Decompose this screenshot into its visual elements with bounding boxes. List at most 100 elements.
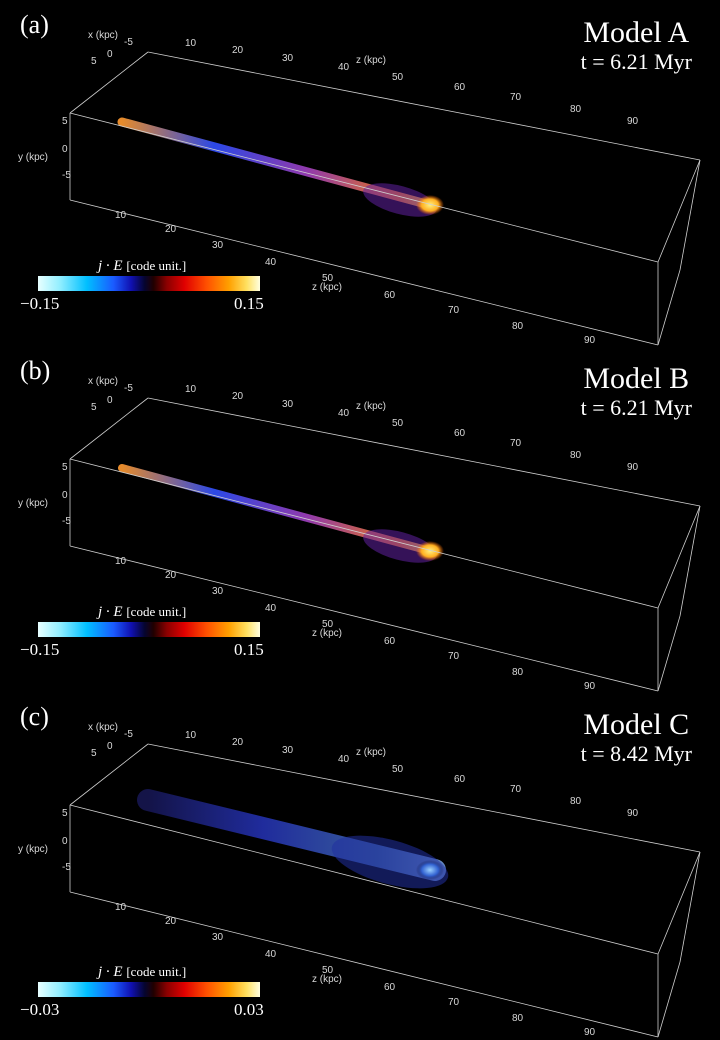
box-edge <box>147 51 701 161</box>
z-tick-label-top: 30 <box>282 399 294 410</box>
x-tick-label: 5 <box>91 56 97 67</box>
z-tick-label-top: 50 <box>392 418 404 429</box>
z-axis-label-top: z (kpc) <box>356 55 386 66</box>
x-tick-label: 0 <box>107 49 113 60</box>
box-edge <box>147 743 701 853</box>
z-tick-label-top: 40 <box>338 408 350 419</box>
z-tick-label-bottom: 80 <box>512 1013 524 1024</box>
box-edge <box>69 804 659 955</box>
z-axis-label-top: z (kpc) <box>356 747 386 758</box>
z-tick-label-top: 80 <box>570 104 582 115</box>
model-time: t = 6.21 Myr <box>580 395 692 420</box>
colorbar-min-label: −0.03 <box>20 1000 60 1019</box>
colorbar-gradient <box>38 276 260 291</box>
colorbar-title: j · E [code unit.] <box>98 964 288 981</box>
z-tick-label-top: 70 <box>510 784 522 795</box>
z-tick-label-top: 30 <box>282 745 294 756</box>
z-axis-label-bottom: z (kpc) <box>312 628 342 639</box>
y-tick-label: 0 <box>62 144 68 155</box>
box-edge <box>69 397 149 460</box>
z-tick-label-bottom: 40 <box>265 603 277 614</box>
box-edge <box>69 458 659 609</box>
z-tick-label-bottom: 60 <box>384 290 396 301</box>
box-edge <box>657 269 681 346</box>
colorbar-quantity: j · E <box>98 604 123 620</box>
y-tick-label: -5 <box>62 516 71 527</box>
colorbar-gradient <box>38 622 260 637</box>
z-tick-label-bottom: 80 <box>512 667 524 678</box>
z-axis-label-bottom: z (kpc) <box>312 282 342 293</box>
box-edge <box>679 505 701 617</box>
z-tick-label-top: 20 <box>232 391 244 402</box>
z-tick-label-bottom: 10 <box>115 210 127 221</box>
box-edge <box>69 545 659 692</box>
z-tick-label-top: 70 <box>510 92 522 103</box>
box-edge <box>69 743 149 806</box>
colorbar-max-label: 0.03 <box>234 1000 264 1019</box>
z-axis-label-bottom: z (kpc) <box>312 974 342 985</box>
panel-label: (a) <box>20 10 49 39</box>
model-name: Model B <box>583 362 690 395</box>
x-axis-label: x (kpc) <box>88 722 118 733</box>
z-tick-label-top: 80 <box>570 450 582 461</box>
simulation-box: x (kpc)50-5y (kpc)50-5z (kpc)10203040506… <box>18 722 701 1038</box>
colorbar-title: j · E [code unit.] <box>98 258 288 275</box>
z-tick-label-top: 10 <box>185 38 197 49</box>
colorbar-max-label: 0.15 <box>234 294 264 313</box>
colorbar-max-label: 0.15 <box>234 640 264 659</box>
x-tick-label: 5 <box>91 402 97 413</box>
jet-head <box>416 195 444 215</box>
z-tick-label-bottom: 50 <box>322 965 334 976</box>
y-tick-label: 5 <box>62 808 68 819</box>
z-tick-label-bottom: 50 <box>322 619 334 630</box>
colorbar-quantity: j · E <box>98 258 123 274</box>
jet-head <box>416 541 444 561</box>
x-tick-label: -5 <box>124 37 133 48</box>
box-edge <box>69 51 149 114</box>
y-tick-label: 0 <box>62 836 68 847</box>
z-tick-label-top: 60 <box>454 82 466 93</box>
z-tick-label-bottom: 60 <box>384 982 396 993</box>
z-tick-label-bottom: 20 <box>165 224 177 235</box>
box-edge <box>69 112 659 263</box>
z-tick-label-top: 80 <box>570 796 582 807</box>
y-tick-label: 5 <box>62 462 68 473</box>
x-tick-label: -5 <box>124 383 133 394</box>
box-edge <box>679 851 701 963</box>
jet-head <box>416 860 444 880</box>
z-tick-label-top: 30 <box>282 53 294 64</box>
box-edge <box>657 159 701 263</box>
colorbar-title: j · E [code unit.] <box>98 604 288 621</box>
z-tick-label-bottom: 70 <box>448 305 460 316</box>
z-tick-label-top: 50 <box>392 72 404 83</box>
z-tick-label-bottom: 10 <box>115 902 127 913</box>
z-tick-label-bottom: 90 <box>584 1027 596 1038</box>
box-edge <box>657 505 701 609</box>
z-tick-label-bottom: 40 <box>265 949 277 960</box>
box-edge <box>69 891 659 1038</box>
panel-label: (c) <box>20 702 49 731</box>
x-tick-label: 0 <box>107 741 113 752</box>
colorbar-unit: [code unit.] <box>126 604 187 619</box>
z-tick-label-bottom: 30 <box>212 932 224 943</box>
simulation-box: x (kpc)50-5y (kpc)50-5z (kpc)10203040506… <box>18 376 701 692</box>
z-tick-label-top: 10 <box>185 730 197 741</box>
x-tick-label: 5 <box>91 748 97 759</box>
colorbar-min-label: −0.15 <box>20 640 60 659</box>
z-tick-label-top: 40 <box>338 754 350 765</box>
y-axis-label: y (kpc) <box>18 498 48 509</box>
box-edge <box>679 159 701 271</box>
colorbar-unit: [code unit.] <box>126 964 187 979</box>
z-tick-label-bottom: 20 <box>165 570 177 581</box>
y-axis-label: y (kpc) <box>18 152 48 163</box>
z-tick-label-bottom: 70 <box>448 997 460 1008</box>
x-axis-label: x (kpc) <box>88 376 118 387</box>
z-tick-label-bottom: 90 <box>584 681 596 692</box>
z-tick-label-bottom: 20 <box>165 916 177 927</box>
box-edge <box>657 961 681 1038</box>
y-tick-label: 0 <box>62 490 68 501</box>
z-tick-label-bottom: 90 <box>584 335 596 346</box>
box-edge <box>657 851 701 955</box>
